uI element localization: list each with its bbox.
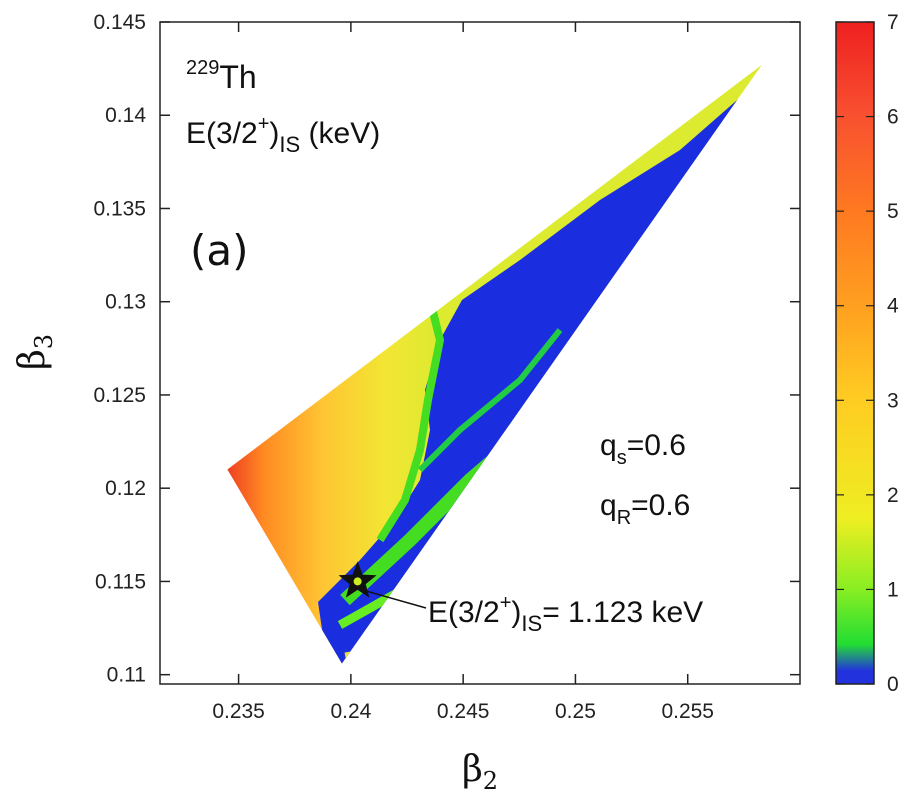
marker-leader-line [367, 590, 427, 609]
green-streak [376, 299, 445, 543]
y-tick-label: 0.13 [105, 291, 146, 314]
y-axis: 0.11 0.115 0.12 0.125 0.13 0.135 0.14 0.145 [93, 11, 800, 687]
y-tick-label: 0.12 [105, 477, 146, 500]
colorbar-tick-label: 4 [887, 295, 899, 318]
param-qr: qR=0.6 [600, 489, 690, 529]
y-tick-label: 0.11 [107, 664, 146, 687]
x-axis-label: β2 [462, 749, 498, 791]
x-tick-label: 0.24 [330, 700, 371, 723]
marker-label: E(3/2+)IS= 1.123 keV [428, 592, 703, 636]
colorbar-tick-label: 5 [887, 200, 899, 223]
colorbar-tick-label: 3 [887, 389, 899, 412]
plot-frame [159, 21, 801, 685]
green-streak [417, 328, 563, 473]
quantity-label: E(3/2+)IS (keV) [186, 113, 380, 157]
x-tick-label: 0.25 [555, 700, 596, 723]
y-axis-label: β3 [12, 334, 58, 370]
panel-label: (a) [190, 226, 249, 275]
colorbar-tick-label: 0 [887, 673, 899, 696]
colorbar [835, 21, 875, 685]
nucleus-label: 229Th [186, 57, 257, 95]
colorbar-tick-label: 2 [887, 484, 899, 507]
colorbar-tick-label: 7 [887, 11, 899, 34]
y-tick-label: 0.135 [93, 197, 146, 220]
colorbar-tick-label: 6 [887, 106, 899, 129]
x-axis: 0.235 0.24 0.245 0.25 0.255 [212, 22, 714, 723]
x-tick-label: 0.245 [437, 700, 490, 723]
star-marker-center [353, 577, 362, 586]
y-tick-label: 0.14 [105, 104, 146, 127]
y-tick-label: 0.145 [93, 11, 146, 34]
param-qs: qs=0.6 [600, 429, 686, 469]
colorbar-tick-label: 1 [887, 578, 899, 601]
y-tick-label: 0.115 [95, 570, 146, 593]
x-tick-label: 0.235 [212, 700, 265, 723]
colorbar-ticks: 0 1 2 3 4 5 6 7 [836, 11, 899, 696]
y-tick-label: 0.125 [93, 384, 146, 407]
x-tick-label: 0.255 [661, 700, 714, 723]
